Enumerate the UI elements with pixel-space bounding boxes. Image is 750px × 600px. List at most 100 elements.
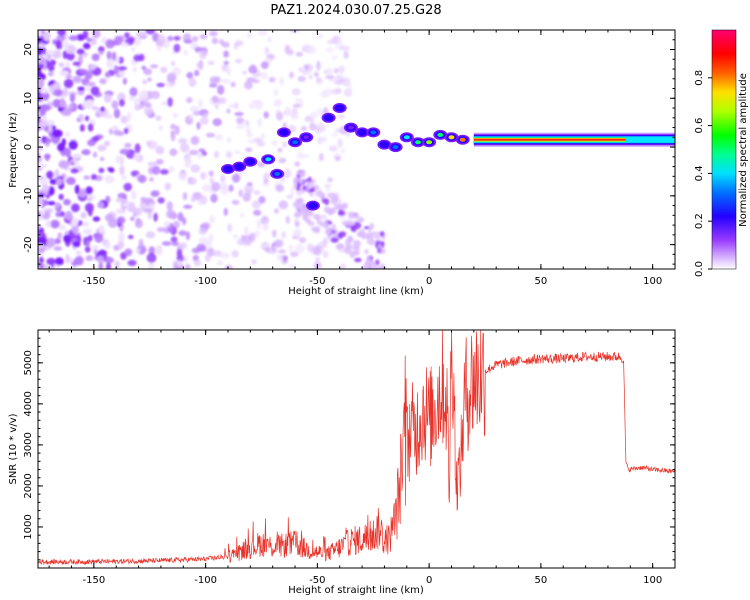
spectrogram-x-axis-label: Height of straight line (km) <box>288 286 424 297</box>
noise-blob <box>141 65 147 70</box>
noise-blob <box>131 46 136 52</box>
colorbar-tick-label: 0.8 <box>694 70 705 86</box>
signal-blob-core <box>280 130 287 135</box>
noise-blob <box>99 156 105 162</box>
noise-blob <box>264 47 270 55</box>
noise-blob <box>111 100 119 110</box>
spectrogram-signal-trace <box>221 103 675 211</box>
noise-blob <box>166 72 177 83</box>
noise-blob <box>242 192 251 202</box>
noise-blob <box>69 93 76 103</box>
noise-blob <box>48 65 55 72</box>
noise-blob <box>124 32 130 39</box>
noise-blob <box>326 208 335 214</box>
noise-blob <box>256 219 262 229</box>
noise-blob <box>286 194 294 199</box>
noise-blob <box>50 219 60 229</box>
y-tick-label: 0 <box>23 144 34 150</box>
noise-blob <box>133 36 141 46</box>
x-tick-label: 100 <box>643 276 662 287</box>
signal-blob-core <box>370 130 377 135</box>
signal-blob-core <box>225 167 231 171</box>
noise-blob <box>226 67 231 76</box>
noise-blob <box>318 153 324 162</box>
noise-blob <box>202 184 212 192</box>
noise-blob <box>124 248 133 257</box>
noise-blob <box>338 231 347 238</box>
noise-blob <box>164 182 172 191</box>
noise-blob <box>313 245 322 256</box>
colorbar-tick-label: 0.2 <box>694 213 705 229</box>
signal-blob-core <box>347 125 354 130</box>
noise-blob <box>113 108 121 119</box>
noise-blob <box>130 189 137 200</box>
noise-blob <box>275 109 282 119</box>
noise-blob <box>247 132 254 138</box>
noise-blob <box>85 255 94 262</box>
noise-blob <box>45 220 51 228</box>
noise-blob <box>223 50 230 58</box>
noise-blob <box>355 250 360 256</box>
noise-blob <box>62 87 69 97</box>
signal-band <box>473 138 675 141</box>
noise-blob <box>218 97 227 104</box>
noise-blob <box>330 237 339 243</box>
noise-blob <box>267 36 272 43</box>
noise-blob <box>38 261 43 269</box>
noise-blob <box>98 51 104 56</box>
noise-blob <box>111 51 117 61</box>
noise-blob <box>116 208 123 214</box>
noise-blob <box>315 127 321 135</box>
noise-blob <box>172 67 182 76</box>
noise-blob <box>347 84 353 89</box>
signal-blob-core <box>336 106 343 110</box>
noise-blob <box>277 147 283 153</box>
noise-blob <box>198 227 208 235</box>
noise-blob <box>99 78 107 85</box>
noise-blob <box>150 190 159 197</box>
noise-blob <box>260 61 269 69</box>
noise-blob <box>300 153 310 158</box>
noise-blob <box>211 37 219 45</box>
noise-blob <box>54 169 60 177</box>
x-tick-label: -100 <box>194 575 217 586</box>
noise-blob <box>134 104 142 111</box>
noise-blob <box>79 69 88 74</box>
noise-blob <box>128 95 135 101</box>
noise-blob <box>352 240 361 247</box>
y-tick-label: 2000 <box>23 473 34 498</box>
noise-blob <box>369 241 374 246</box>
noise-blob <box>350 225 355 232</box>
noise-blob <box>173 35 181 41</box>
noise-blob <box>63 78 74 89</box>
noise-blob <box>325 229 332 234</box>
noise-blob <box>307 220 311 226</box>
noise-blob <box>170 212 178 220</box>
noise-blob <box>298 67 304 73</box>
noise-blob <box>146 140 152 147</box>
noise-blob <box>68 140 78 150</box>
noise-blob <box>38 195 41 203</box>
x-tick-label: 50 <box>535 575 548 586</box>
noise-blob <box>167 35 174 42</box>
noise-blob <box>176 254 185 262</box>
noise-blob <box>160 169 169 175</box>
noise-blob <box>197 200 204 206</box>
noise-blob <box>347 236 352 243</box>
noise-blob <box>72 241 81 248</box>
noise-blob <box>202 222 211 230</box>
noise-blob <box>52 129 62 138</box>
noise-blob <box>65 254 70 264</box>
noise-blob <box>306 183 310 191</box>
noise-blob <box>320 135 328 143</box>
noise-blob <box>276 254 284 261</box>
noise-blob <box>379 231 385 237</box>
noise-blob <box>185 263 191 269</box>
noise-blob <box>354 257 362 263</box>
noise-blob <box>133 152 140 162</box>
noise-blob <box>303 64 309 70</box>
noise-blob <box>204 240 212 248</box>
noise-blob <box>39 115 48 121</box>
noise-blob <box>188 149 199 156</box>
noise-blob <box>273 100 283 107</box>
